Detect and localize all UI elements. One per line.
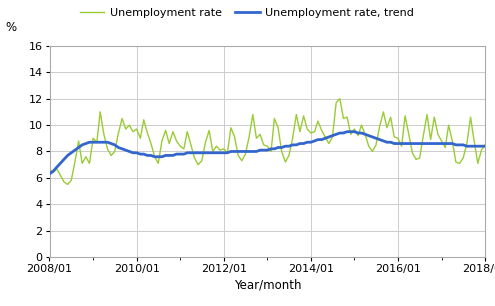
Text: %: % <box>5 21 16 34</box>
X-axis label: Year/month: Year/month <box>234 278 301 291</box>
Line: Unemployment rate, trend: Unemployment rate, trend <box>50 132 485 174</box>
Line: Unemployment rate: Unemployment rate <box>50 99 485 185</box>
Legend: Unemployment rate, Unemployment rate, trend: Unemployment rate, Unemployment rate, tr… <box>80 8 414 18</box>
